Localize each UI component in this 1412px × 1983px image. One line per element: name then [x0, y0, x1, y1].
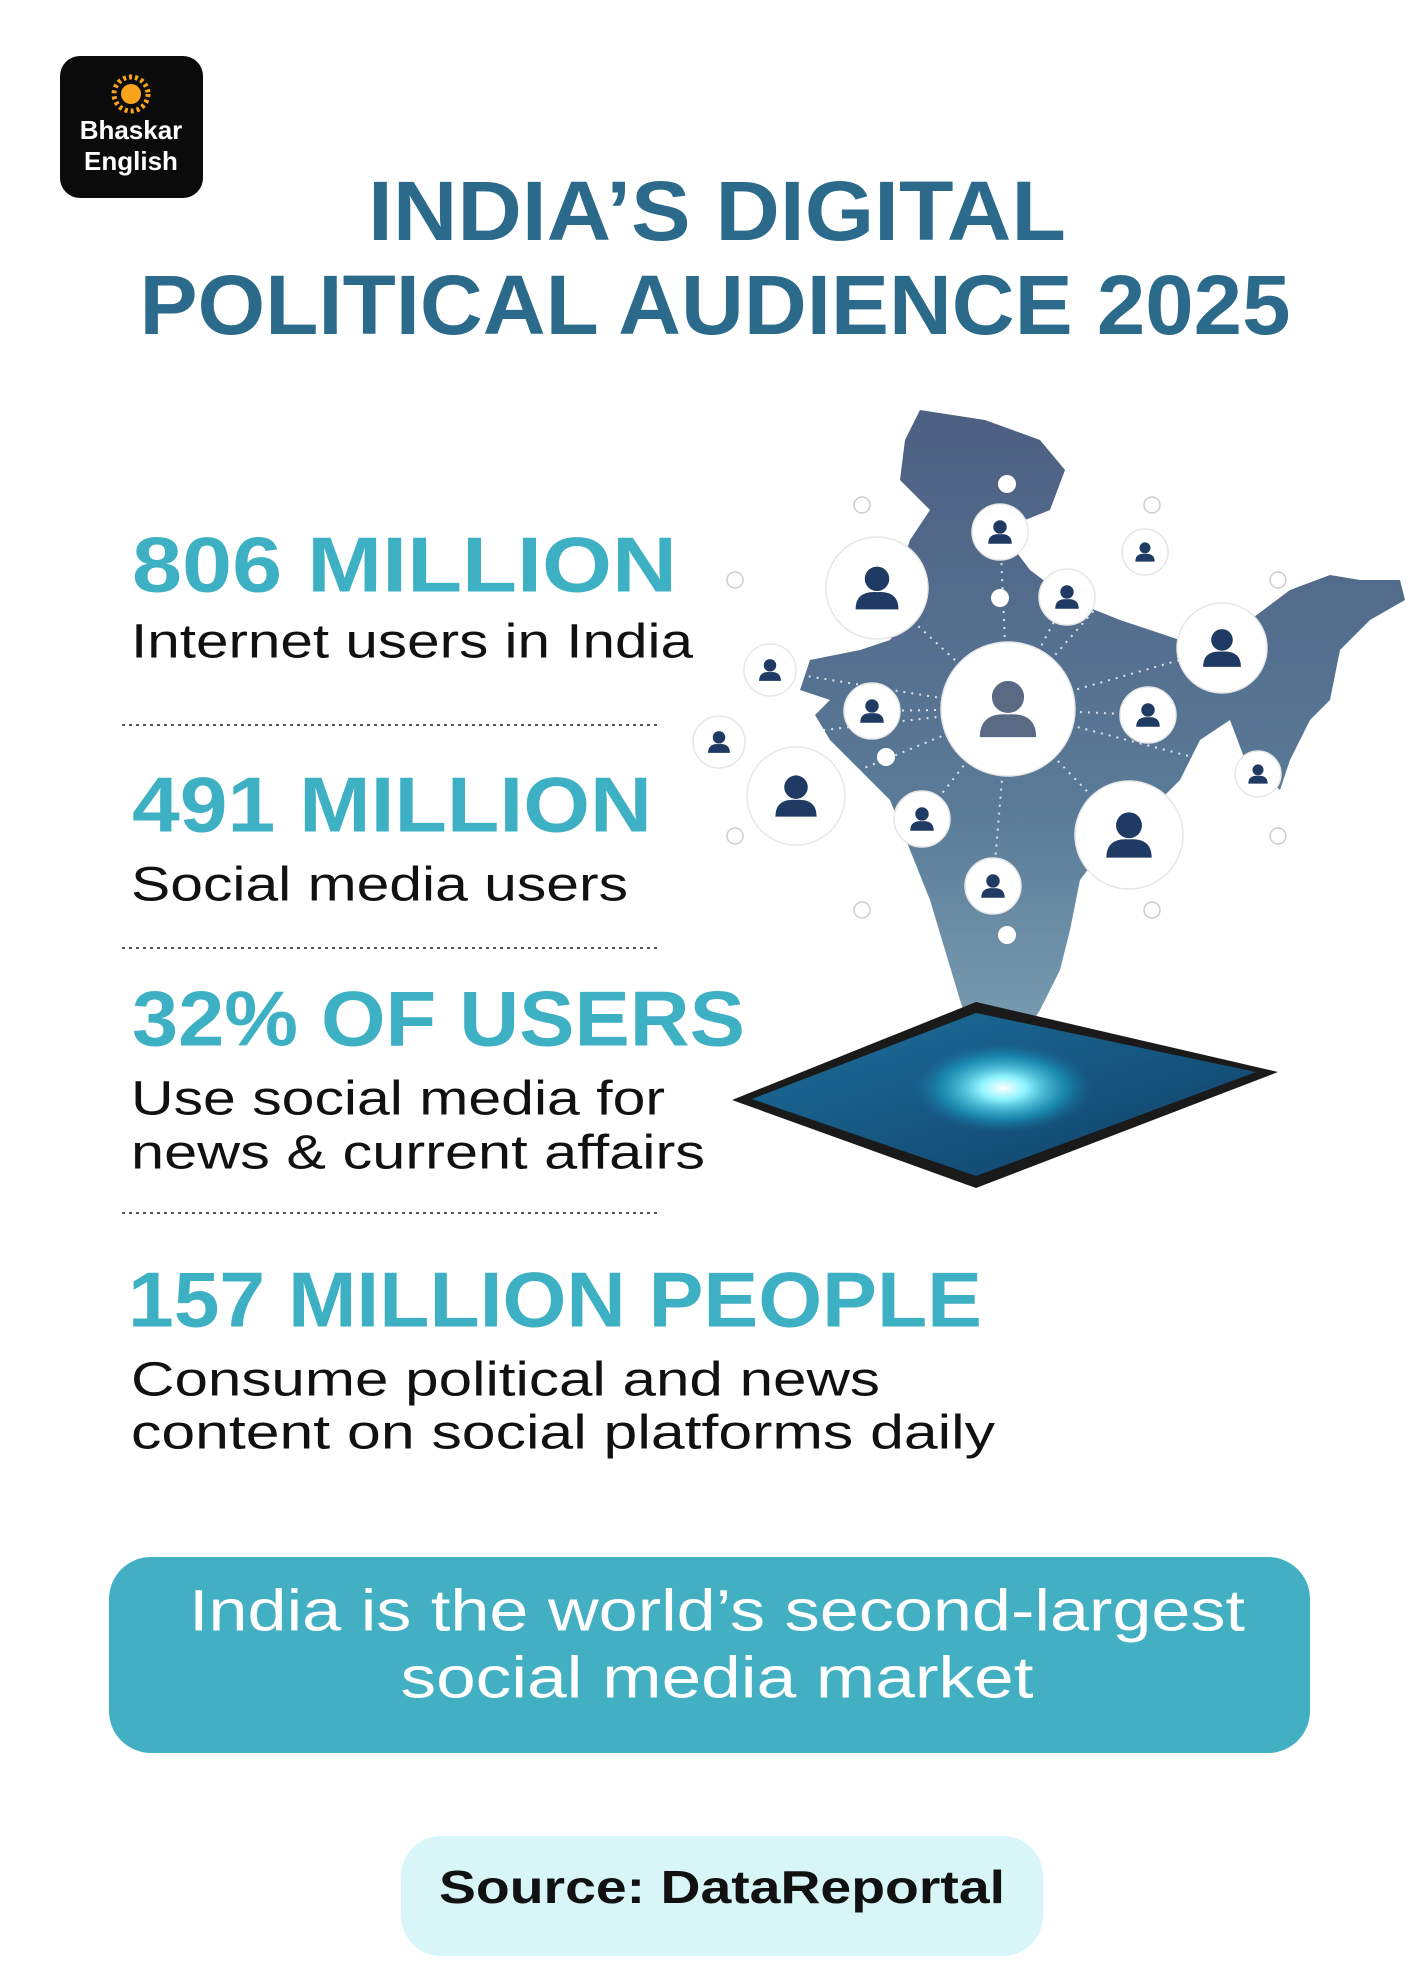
- node-dot: [998, 475, 1016, 493]
- logo-rays: [111, 74, 151, 114]
- user-head: [993, 520, 1007, 534]
- stat-headline: 157 MILLION PEOPLE: [128, 1256, 982, 1344]
- user-body: [860, 713, 884, 723]
- callout-text: India is the world’s second-largest: [189, 1578, 1245, 1643]
- callout-text: social media market: [401, 1645, 1034, 1710]
- user-head: [986, 874, 1000, 888]
- user-head: [991, 680, 1025, 714]
- decor-dot: [1269, 827, 1287, 845]
- stat-description: Use social media for: [131, 1073, 665, 1126]
- user-body: [988, 534, 1012, 544]
- decor-dot: [726, 827, 744, 845]
- user-body: [1106, 839, 1152, 858]
- user-body: [1136, 717, 1160, 727]
- user-head: [712, 731, 726, 744]
- title: INDIA’S DIGITAL: [368, 164, 1066, 258]
- connector: [999, 531, 1009, 710]
- title: POLITICAL AUDIENCE 2025: [140, 258, 1291, 352]
- stat-description: Internet users in India: [131, 616, 693, 669]
- stat-headline: 491 MILLION: [132, 761, 652, 849]
- decor-dot: [1143, 901, 1161, 919]
- stat-headline: 32% OF USERS: [132, 975, 745, 1063]
- user-body: [708, 744, 730, 753]
- glow: [913, 1043, 1093, 1133]
- user-body: [981, 888, 1005, 898]
- user-body: [759, 672, 781, 681]
- stat-description: news & current affairs: [131, 1127, 705, 1180]
- user-body: [1055, 599, 1079, 609]
- node-dot: [877, 748, 895, 766]
- node-dot: [991, 589, 1009, 607]
- user-head: [1211, 629, 1233, 651]
- user-body: [775, 799, 817, 817]
- user-head: [1139, 542, 1151, 554]
- source: Source: DataReportal: [439, 1861, 1005, 1913]
- stat-description: content on social platforms daily: [131, 1407, 995, 1460]
- connector: [876, 587, 1009, 710]
- stat-description: Social media users: [131, 859, 628, 912]
- user-head: [784, 775, 808, 799]
- logo-sun: [121, 84, 141, 104]
- india-map-illustration: [692, 410, 1405, 1188]
- india-map: [800, 410, 1405, 1075]
- user-head: [1252, 764, 1264, 776]
- user-head: [1116, 812, 1142, 839]
- user-head: [915, 807, 929, 821]
- user-body: [1248, 775, 1268, 784]
- stat-headline: 806 MILLION: [132, 521, 677, 609]
- source-box: [401, 1836, 1043, 1956]
- connector: [1007, 551, 1146, 710]
- decor-dot: [726, 571, 744, 589]
- logo-box: [60, 56, 203, 198]
- user-head: [865, 699, 879, 713]
- logo-text: English: [84, 146, 178, 176]
- callout-box: [109, 1557, 1310, 1753]
- stat-description: Consume political and news: [131, 1354, 880, 1407]
- user-head: [864, 566, 890, 592]
- user-body: [979, 714, 1037, 738]
- user-body: [1203, 651, 1241, 667]
- decor-dot: [1269, 571, 1287, 589]
- user-head: [1060, 585, 1074, 599]
- decor-dot: [853, 901, 871, 919]
- connector: [1007, 708, 1259, 775]
- logo-text: Bhaskar: [80, 115, 183, 145]
- user-body: [855, 591, 899, 610]
- user-body: [1135, 553, 1155, 562]
- user-head: [763, 659, 777, 672]
- node-dot: [998, 926, 1016, 944]
- user-head: [1141, 703, 1155, 717]
- connector: [992, 708, 1009, 887]
- decor-dot: [853, 496, 871, 514]
- decor-dot: [1143, 496, 1161, 514]
- user-body: [910, 821, 934, 831]
